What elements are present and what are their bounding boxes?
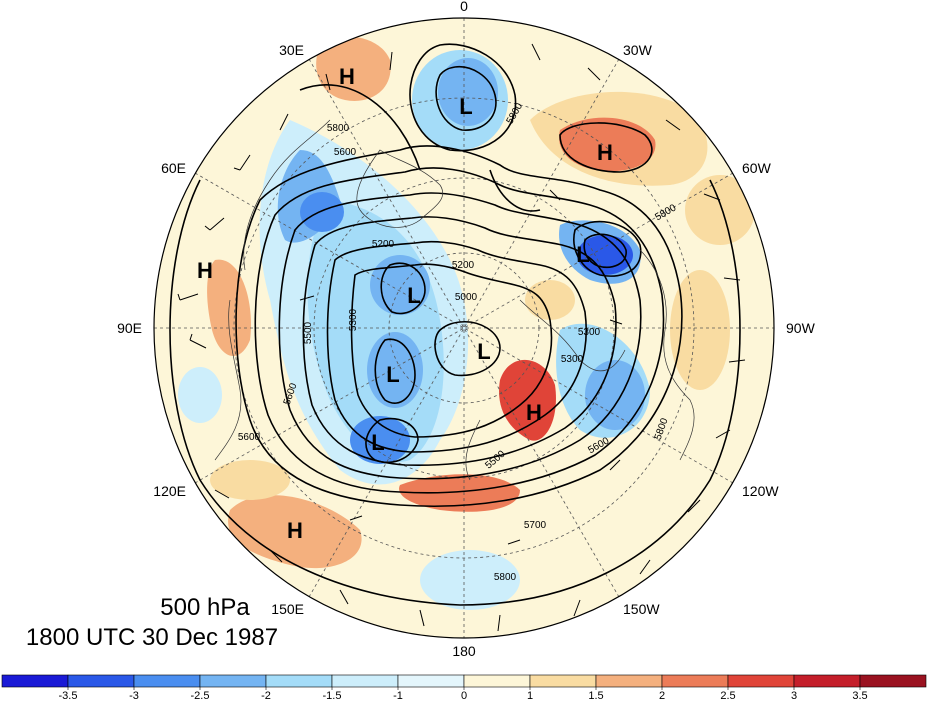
high-center: H [597,140,613,165]
colorbar-tick-label: 1 [527,690,533,702]
colorbar-swatch [397,674,465,688]
contour-label: 5300 [561,354,584,365]
colorbar-swatch [529,674,597,688]
colorbar-tick-label: -2 [261,690,271,702]
colorbar-swatch [727,674,795,688]
colorbar-tick-label: 1.5 [588,690,603,702]
lon-label-90e: 90E [117,320,142,336]
low-center: L [371,430,384,455]
contour-label: 5600 [334,147,357,158]
lon-label-150w: 150W [623,601,660,617]
lon-label-60e: 60E [161,160,186,176]
colorbar-swatch [859,674,927,688]
contour-label: 5200 [372,239,395,250]
lon-label-120e: 120E [153,483,186,499]
title-time: 1800 UTC 30 Dec 1987 [25,624,279,651]
colorbar-tick-label: 3 [791,690,797,702]
coastlines [214,119,695,481]
contour-label: 5200 [452,260,475,271]
lon-label-180: 180 [452,643,476,659]
low-center: L [477,339,490,364]
high-center: H [339,64,355,89]
colorbar-tick-label: 2 [659,690,665,702]
longitude-labels: 0 30W 60W 90W 120W 150W 180 150E 120E 90… [117,0,815,659]
colorbar-swatch [133,674,201,688]
colorbar-tick-label: -1.5 [323,690,342,702]
high-center: H [526,400,542,425]
low-center: L [459,94,472,119]
lon-label-120w: 120W [742,483,779,499]
pressure-centers: H H H H H L L L L L L [197,64,613,543]
anomaly-shading-warm [207,36,755,569]
colorbar: -3.5 -3 -2.5 -2 -1.5 -1 0 1 1.5 2 2.5 3 3.5 [1,674,927,702]
lon-label-0: 0 [460,0,468,14]
low-center: L [386,362,399,387]
colorbar-swatch [595,674,663,688]
colorbar-tick-label: -2.5 [191,690,210,702]
high-center: H [197,258,213,283]
lat-lon-grid [154,18,774,638]
colorbar-swatch [331,674,399,688]
height-contours [169,43,741,606]
contour-label: 5300 [348,308,359,331]
colorbar-swatch [463,674,531,688]
colorbar-swatch [793,674,861,688]
contour-label: 5300 [578,327,601,338]
lon-label-30e: 30E [279,42,304,58]
colorbar-swatch [199,674,267,688]
contour-label: 5000 [455,292,478,303]
colorbar-swatch [661,674,729,688]
map-boundary [153,17,775,639]
colorbar-tick-label: 0 [461,690,467,702]
contour-label: 5800 [494,572,517,583]
map-disk [154,18,774,638]
lon-label-150e: 150E [271,601,304,617]
colorbar-tick-label: -1 [393,690,403,702]
colorbar-tick-label: -3.5 [59,690,78,702]
low-center: L [407,283,420,308]
low-center: L [576,242,589,267]
lon-label-30w: 30W [623,42,653,58]
high-center: H [287,518,303,543]
colorbar-tick-label: 3.5 [852,690,867,702]
contour-label: 5800 [327,123,350,134]
contour-label: 5600 [238,432,261,443]
colorbar-tick-label: -3 [129,690,139,702]
lon-label-60w: 60W [742,160,772,176]
colorbar-swatch [67,674,135,688]
wind-barbs [177,43,746,632]
colorbar-swatch [265,674,333,688]
colorbar-swatch [1,674,69,688]
colorbar-tick-label: 2.5 [720,690,735,702]
title-level: 500 hPa [160,594,250,621]
lon-label-90w: 90W [786,320,816,336]
contour-label: 5500 [303,321,314,344]
contour-label: 5700 [524,520,547,531]
